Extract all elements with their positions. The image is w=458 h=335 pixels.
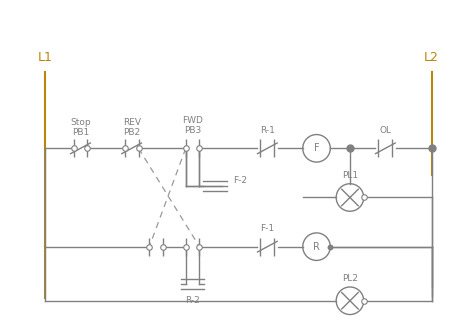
Text: FWD: FWD	[182, 116, 203, 125]
Text: Stop: Stop	[70, 118, 91, 127]
Text: REV: REV	[123, 118, 141, 127]
Text: F-1: F-1	[260, 224, 274, 233]
Text: L2: L2	[424, 51, 439, 64]
Text: PL2: PL2	[342, 274, 358, 283]
Text: PL1: PL1	[342, 171, 358, 180]
Text: PB1: PB1	[72, 128, 89, 137]
Text: R-2: R-2	[185, 296, 200, 305]
Text: OL: OL	[379, 126, 392, 135]
Text: F: F	[314, 143, 319, 153]
Text: PB3: PB3	[184, 126, 201, 135]
Text: R-1: R-1	[260, 126, 275, 135]
Text: PB2: PB2	[123, 128, 140, 137]
Text: F-2: F-2	[233, 176, 247, 185]
Text: R: R	[313, 242, 320, 252]
Text: L1: L1	[38, 51, 53, 64]
